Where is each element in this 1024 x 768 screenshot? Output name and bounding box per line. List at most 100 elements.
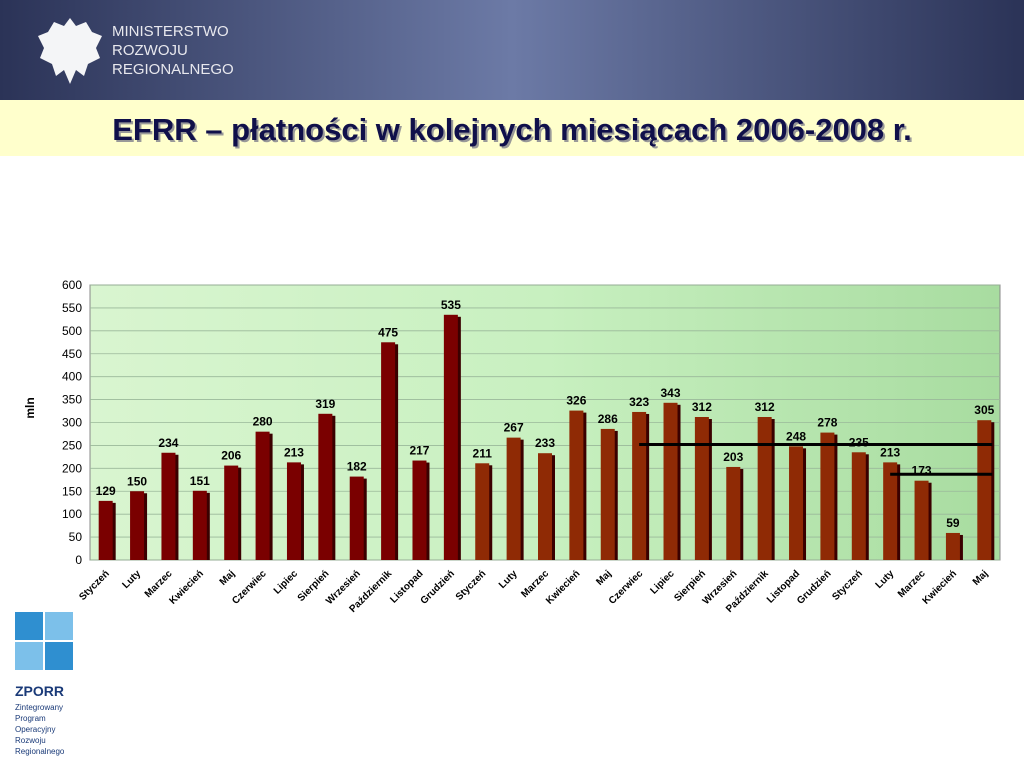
title-band — [0, 100, 1024, 156]
bar — [757, 417, 772, 560]
y-tick-label: 350 — [62, 393, 82, 407]
bar — [286, 462, 301, 560]
bar — [820, 432, 835, 560]
data-label: 343 — [661, 386, 681, 400]
x-tick-label: Kwiecień — [544, 568, 582, 606]
bar — [569, 410, 584, 560]
data-label: 305 — [974, 403, 994, 417]
bar — [412, 460, 427, 560]
bar — [883, 462, 898, 560]
data-label: 326 — [566, 394, 586, 408]
bar — [538, 453, 552, 560]
x-tick-label: Kwiecień — [921, 568, 959, 606]
y-tick-label: 0 — [75, 553, 82, 567]
ministry-line: MINISTERSTWO — [112, 23, 229, 40]
data-label: 278 — [817, 416, 837, 430]
data-label: 319 — [315, 397, 335, 411]
data-label: 213 — [880, 445, 900, 459]
bar — [161, 452, 176, 560]
bar — [381, 342, 396, 560]
y-tick-label: 450 — [62, 347, 82, 361]
logo-line: Operacyjny — [15, 725, 55, 734]
y-tick-label: 550 — [62, 301, 82, 315]
x-tick-label: Czerwiec — [230, 568, 269, 607]
data-label: 150 — [127, 474, 147, 488]
x-tick-label: Luty — [120, 568, 143, 591]
y-tick-label: 400 — [62, 370, 82, 384]
x-tick-label: Maj — [218, 568, 238, 588]
data-label: 267 — [504, 421, 524, 435]
x-tick-label: Styczeń — [454, 568, 489, 603]
data-label: 129 — [96, 484, 116, 498]
data-label: 312 — [755, 400, 775, 414]
bar — [192, 490, 207, 560]
x-tick-label: Styczeń — [77, 568, 112, 603]
bar — [663, 402, 678, 560]
data-label: 203 — [723, 450, 743, 464]
data-label: 59 — [946, 516, 960, 530]
y-tick-label: 600 — [62, 278, 82, 292]
logo-name: ZPORR — [15, 683, 64, 699]
x-tick-label: Grudzień — [795, 568, 833, 606]
bar — [443, 314, 458, 560]
data-label: 233 — [535, 436, 555, 450]
logo-line: Rozwoju — [15, 736, 46, 745]
bar — [224, 465, 239, 560]
data-label: 286 — [598, 412, 618, 426]
data-label: 206 — [221, 449, 241, 463]
x-tick-label: Luty — [874, 568, 897, 591]
bar — [506, 437, 521, 560]
x-tick-label: Czerwiec — [607, 568, 646, 607]
data-label: 475 — [378, 325, 398, 339]
bar — [726, 466, 741, 560]
data-label: 151 — [190, 474, 210, 488]
data-label: 213 — [284, 445, 304, 459]
y-axis-label: mln — [23, 397, 37, 418]
y-tick-label: 50 — [69, 530, 83, 544]
y-tick-label: 100 — [62, 507, 82, 521]
data-label: 211 — [473, 446, 493, 460]
y-tick-label: 150 — [62, 484, 82, 498]
bar — [914, 480, 929, 560]
bar — [130, 491, 145, 560]
logo-line: Zintegrowany — [15, 703, 63, 712]
y-tick-label: 200 — [62, 461, 82, 475]
y-tick-label: 250 — [62, 438, 82, 452]
x-tick-label: Maj — [971, 568, 991, 588]
bar — [789, 446, 804, 560]
ministry-line: REGIONALNEGO — [112, 61, 234, 78]
bar — [318, 413, 333, 560]
data-label: 280 — [253, 415, 273, 429]
bar — [694, 417, 709, 560]
header-band — [0, 0, 1024, 100]
bar — [945, 532, 960, 560]
data-label: 235 — [849, 435, 869, 449]
x-tick-label: Lipiec — [272, 568, 301, 597]
bar — [632, 411, 647, 560]
bar — [98, 500, 113, 560]
data-label: 535 — [441, 298, 461, 312]
x-tick-label: Grudzień — [419, 568, 457, 606]
data-label: 182 — [347, 460, 367, 474]
x-tick-label: Luty — [497, 568, 520, 591]
ministry-line: ROZWOJU — [112, 42, 188, 59]
bar — [255, 431, 270, 560]
data-label: 248 — [786, 429, 806, 443]
data-label: 312 — [692, 400, 712, 414]
bar — [475, 463, 490, 560]
y-tick-label: 300 — [62, 416, 82, 430]
bar — [600, 428, 615, 560]
zporr-puzzle — [15, 612, 73, 670]
logo-line: Regionalnego — [15, 747, 65, 756]
bar — [851, 452, 866, 560]
title-shadow: EFRR – płatności w kolejnych miesiącach … — [114, 114, 914, 149]
data-label: 234 — [158, 436, 178, 450]
bar — [977, 420, 992, 560]
slide-title: EFRR – płatności w kolejnych miesiącach … — [112, 112, 912, 147]
eagle — [38, 18, 102, 84]
x-tick-label: Kwiecień — [168, 568, 206, 606]
data-label: 323 — [629, 395, 649, 409]
logo-line: Program — [15, 714, 46, 723]
